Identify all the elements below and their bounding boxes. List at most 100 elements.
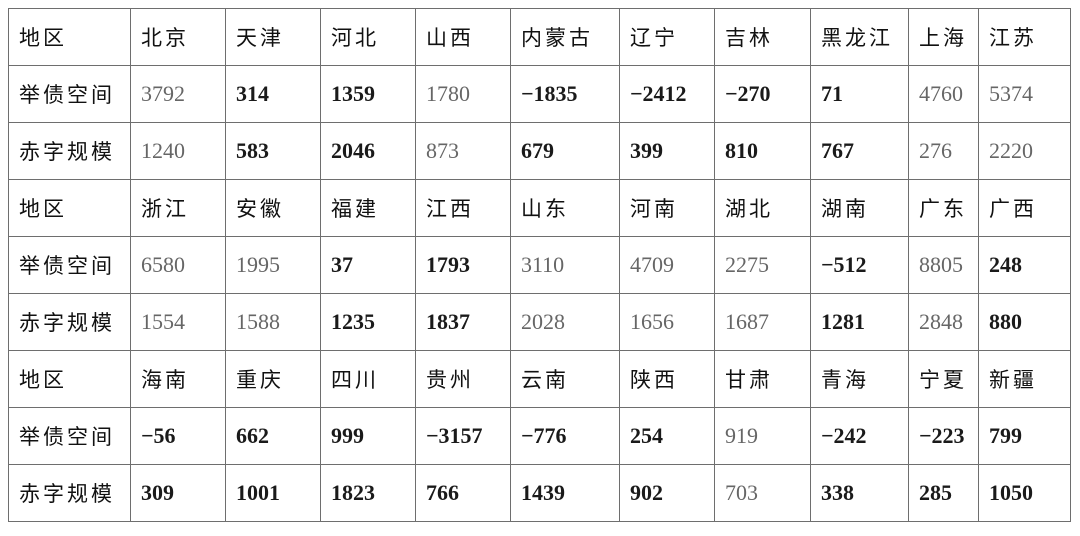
value-cell: 1588 [225,293,321,351]
value-cell: 3792 [130,65,226,123]
table-row: 举债空间 −56 662 999 −3157 −776 254 919 −242 −223 799 [8,407,1071,465]
region-header-row: 地区 北京 天津 河北 山西 内蒙古 辽宁 吉林 黑龙江 上海 江苏 [8,8,1071,66]
region-name-cell: 湖南 [810,179,909,237]
value-cell: 1995 [225,236,321,294]
value-cell: 5374 [978,65,1071,123]
region-name-cell: 青海 [810,350,909,408]
value-cell: 6580 [130,236,226,294]
region-name-cell: 广西 [978,179,1071,237]
value-cell: 1823 [320,464,416,522]
value-cell: 1240 [130,122,226,180]
region-name-cell: 福建 [320,179,416,237]
value-cell: 799 [978,407,1071,465]
value-cell: 662 [225,407,321,465]
table-row: 举债空间 3792 314 1359 1780 −1835 −2412 −270 71 4760 5… [8,65,1071,123]
value-cell: 583 [225,122,321,180]
value-cell: 338 [810,464,909,522]
region-name-cell: 甘肃 [714,350,811,408]
region-name-cell: 海南 [130,350,226,408]
value-cell: 1281 [810,293,909,351]
value-cell: 880 [978,293,1071,351]
region-name-cell: 北京 [130,8,226,66]
row-label: 赤字规模 [8,464,131,522]
region-name-cell: 黑龙江 [810,8,909,66]
region-name-cell: 吉林 [714,8,811,66]
value-cell: 1656 [619,293,715,351]
value-cell: 248 [978,236,1071,294]
value-cell: 2220 [978,122,1071,180]
value-cell: 285 [908,464,979,522]
region-name-cell: 浙江 [130,179,226,237]
region-name-cell: 宁夏 [908,350,979,408]
value-cell: −776 [510,407,620,465]
table-row: 赤字规模 1554 1588 1235 1837 2028 1656 1687 1281 2848… [8,293,1071,351]
value-cell: −2412 [619,65,715,123]
value-cell: 71 [810,65,909,123]
value-cell: 810 [714,122,811,180]
value-cell: 1793 [415,236,511,294]
row-label: 赤字规模 [8,293,131,351]
value-cell: 767 [810,122,909,180]
region-name-cell: 湖北 [714,179,811,237]
value-cell: 1687 [714,293,811,351]
value-cell: 37 [320,236,416,294]
value-cell: 4760 [908,65,979,123]
region-name-cell: 贵州 [415,350,511,408]
value-cell: 8805 [908,236,979,294]
value-cell: 399 [619,122,715,180]
table-row: 赤字规模 309 1001 1823 766 1439 902 703 338 285 1050 [8,464,1071,522]
value-cell: 309 [130,464,226,522]
value-cell: 999 [320,407,416,465]
row-label: 举债空间 [8,236,131,294]
value-cell: 2275 [714,236,811,294]
value-cell: 1554 [130,293,226,351]
value-cell: 254 [619,407,715,465]
region-name-cell: 天津 [225,8,321,66]
value-cell: −3157 [415,407,511,465]
region-name-cell: 四川 [320,350,416,408]
region-name-cell: 上海 [908,8,979,66]
region-name-cell: 辽宁 [619,8,715,66]
value-cell: −270 [714,65,811,123]
table-row: 赤字规模 1240 583 2046 873 679 399 810 767 276 2220 [8,122,1071,180]
value-cell: −1835 [510,65,620,123]
region-name-cell: 河南 [619,179,715,237]
value-cell: 679 [510,122,620,180]
fiscal-data-table: 地区 北京 天津 河北 山西 内蒙古 辽宁 吉林 黑龙江 上海 江苏 举债空间 3792 314 1359 1… [8,8,1071,522]
row-label: 举债空间 [8,407,131,465]
region-name-cell: 重庆 [225,350,321,408]
value-cell: 1439 [510,464,620,522]
region-name-cell: 新疆 [978,350,1071,408]
value-cell: 2848 [908,293,979,351]
value-cell: 1050 [978,464,1071,522]
region-header-row: 地区 海南 重庆 四川 贵州 云南 陕西 甘肃 青海 宁夏 新疆 [8,350,1071,408]
value-cell: 703 [714,464,811,522]
region-name-cell: 陕西 [619,350,715,408]
value-cell: 1837 [415,293,511,351]
row-label: 地区 [8,350,131,408]
region-name-cell: 安徽 [225,179,321,237]
value-cell: 1001 [225,464,321,522]
value-cell: 314 [225,65,321,123]
value-cell: 2046 [320,122,416,180]
value-cell: −56 [130,407,226,465]
row-label: 赤字规模 [8,122,131,180]
value-cell: 276 [908,122,979,180]
region-name-cell: 内蒙古 [510,8,620,66]
region-name-cell: 山东 [510,179,620,237]
region-name-cell: 云南 [510,350,620,408]
value-cell: 2028 [510,293,620,351]
value-cell: 902 [619,464,715,522]
value-cell: 919 [714,407,811,465]
row-label: 举债空间 [8,65,131,123]
value-cell: 1235 [320,293,416,351]
value-cell: 766 [415,464,511,522]
value-cell: 873 [415,122,511,180]
value-cell: −512 [810,236,909,294]
region-name-cell: 河北 [320,8,416,66]
value-cell: 4709 [619,236,715,294]
region-name-cell: 广东 [908,179,979,237]
value-cell: 3110 [510,236,620,294]
value-cell: −242 [810,407,909,465]
region-header-row: 地区 浙江 安徽 福建 江西 山东 河南 湖北 湖南 广东 广西 [8,179,1071,237]
